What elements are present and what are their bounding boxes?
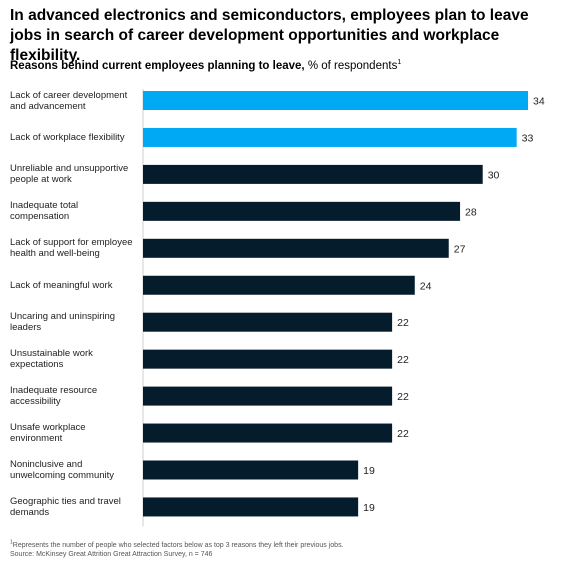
footnote: 1Represents the number of people who sel…	[10, 539, 550, 559]
chart-title: In advanced electronics and semiconducto…	[10, 7, 529, 64]
data-label: 30	[488, 169, 500, 181]
bar	[143, 497, 359, 517]
bar	[143, 275, 415, 295]
bar	[143, 201, 461, 221]
category-label: Lack of workplace flexibility	[10, 131, 125, 143]
subtitle-bold: Reasons behind current employees plannin…	[10, 60, 305, 72]
category-label: Noninclusive and unwelcoming community	[10, 459, 115, 481]
data-label: 22	[397, 391, 409, 403]
bar	[143, 127, 517, 147]
bar	[143, 423, 393, 443]
bar	[143, 349, 393, 369]
data-label: 19	[363, 502, 375, 514]
bar	[143, 91, 528, 110]
category-label: Unsafe workplace environment	[10, 422, 86, 445]
data-label: 22	[397, 428, 409, 440]
bar	[143, 238, 449, 258]
data-label: 22	[397, 354, 409, 366]
data-label: 28	[465, 206, 477, 218]
footnote-text: Represents the number of people who sele…	[12, 542, 344, 549]
data-label: 27	[454, 243, 466, 255]
footnote-line-1: 1Represents the number of people who sel…	[10, 539, 550, 550]
data-label: 24	[420, 280, 432, 292]
category-label: Inadequate total compensation	[10, 200, 79, 223]
bar	[143, 460, 359, 480]
data-label: 33	[522, 132, 534, 144]
bar-chart: 34 33 30 28 27 24 22 22 22 22 19 19	[142, 89, 545, 527]
subtitle-footnote-marker: 1	[397, 59, 402, 67]
category-label: Inadequate resource accessibility	[10, 385, 98, 408]
footnote-source: Source: McKinsey Great Attrition Great A…	[10, 551, 213, 558]
subtitle-unit: % of respondents	[307, 60, 398, 72]
bar	[143, 386, 393, 406]
data-label: 22	[397, 317, 409, 329]
category-label: Lack of meaningful work	[10, 279, 113, 291]
category-label: Geographic ties and travel demands	[10, 495, 121, 518]
category-label: Unreliable and unsupportive people at wo…	[10, 163, 129, 186]
bar	[143, 164, 483, 184]
category-label: Lack of career development and advanceme…	[10, 89, 128, 112]
data-label: 19	[363, 465, 375, 477]
category-label: Uncaring and uninspiring leaders	[10, 311, 116, 334]
footnote-marker: 1	[10, 539, 13, 546]
category-label: Unsustainable work expectations	[10, 348, 93, 371]
chart-subtitle: Reasons behind current employees plannin…	[10, 59, 550, 74]
bar	[143, 312, 393, 332]
data-label: 34	[533, 96, 545, 108]
category-label: Lack of support for employee health and …	[10, 237, 133, 260]
